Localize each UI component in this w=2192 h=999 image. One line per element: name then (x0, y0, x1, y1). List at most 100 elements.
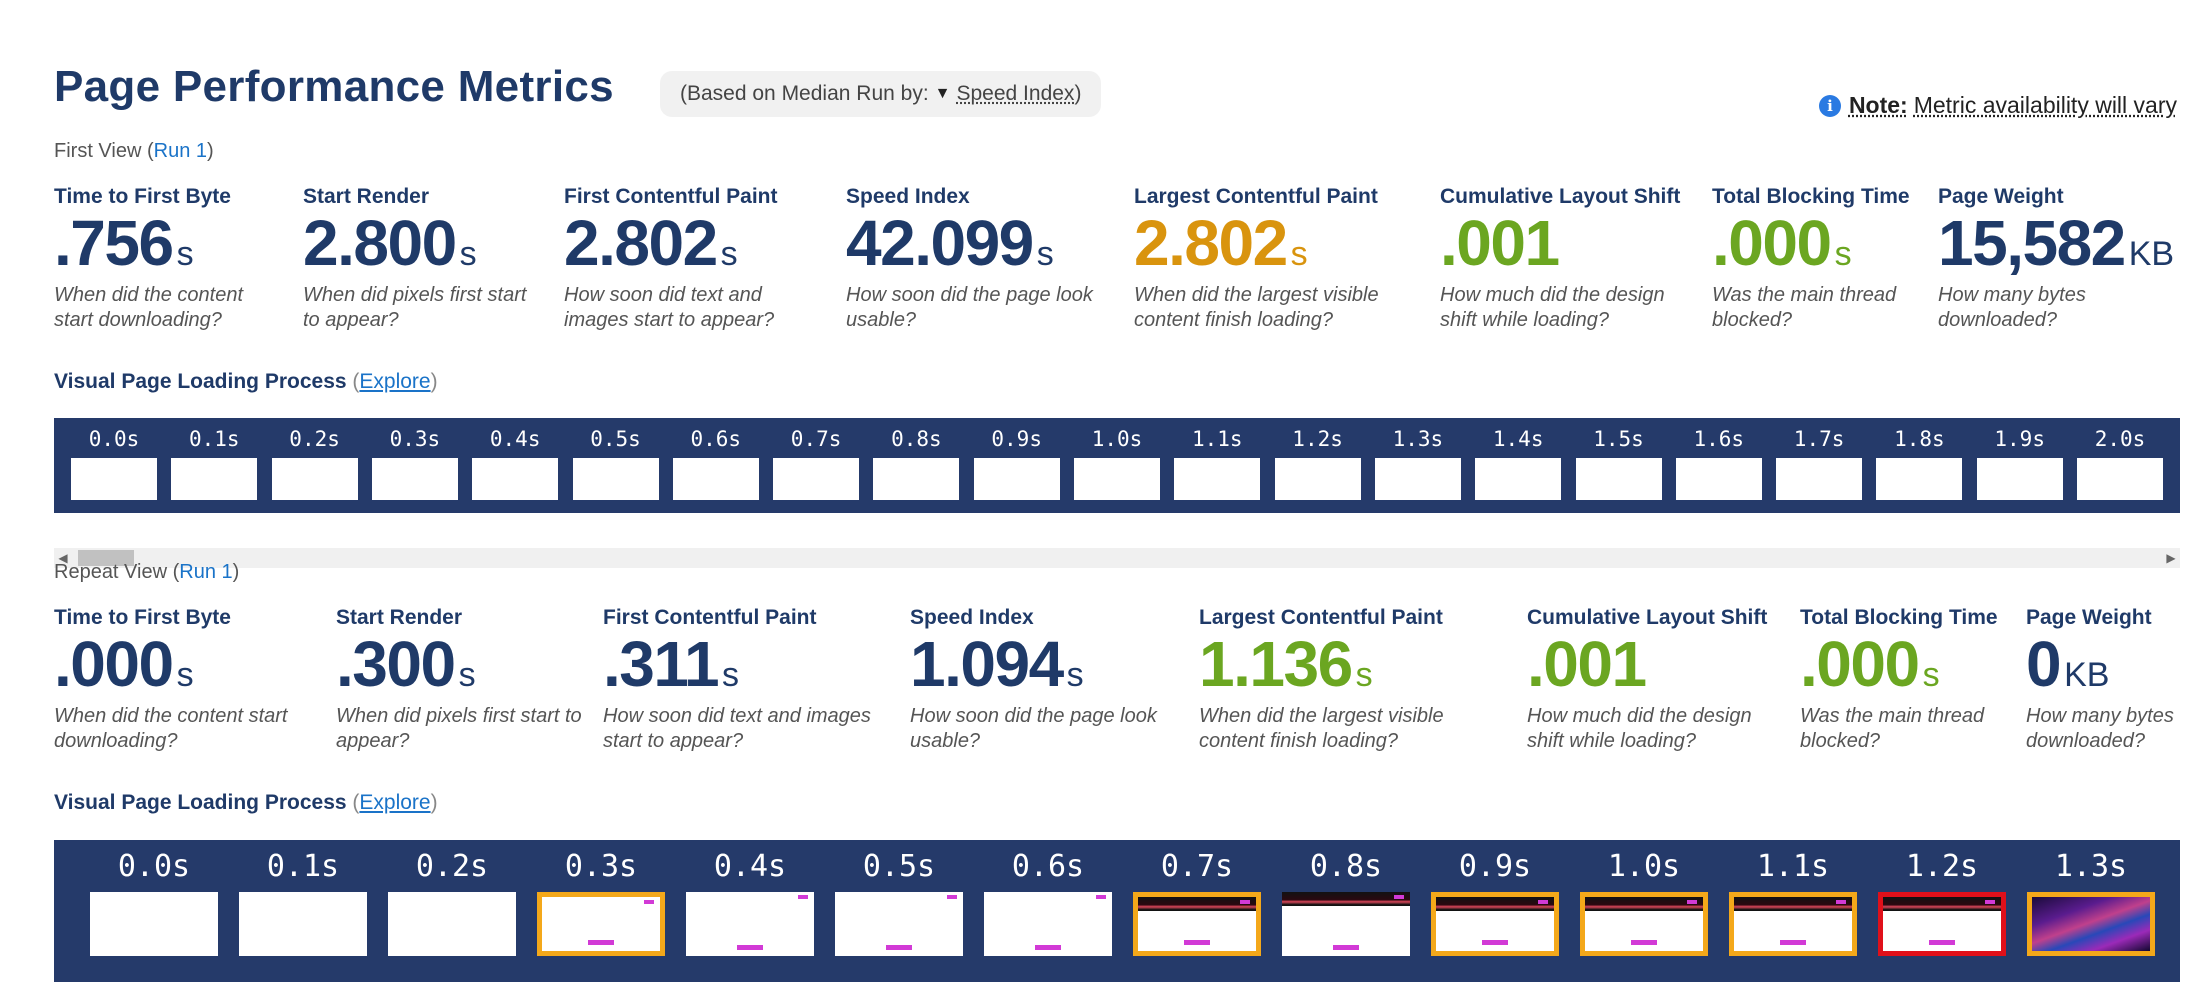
first-view-explore-link[interactable]: Explore (359, 370, 431, 393)
repeat-view-filmstrip[interactable]: 0.0s 0.1s 0.2s 0.3s 0.4s 0.5s 0.6s 0.7s 0.8s 0.9s… (54, 840, 2180, 982)
filmstrip-frame[interactable]: 0.6s (668, 418, 764, 500)
filmstrip-frame[interactable]: 0.9s (1425, 840, 1565, 956)
filmstrip-frame[interactable]: 0.1s (166, 418, 262, 500)
frame-thumbnail[interactable] (1575, 458, 1662, 500)
scroll-right-icon[interactable]: ▶ (2166, 551, 2176, 565)
frame-thumbnail[interactable] (239, 892, 367, 956)
filmstrip-frame[interactable]: 0.7s (768, 418, 864, 500)
first-view-filmstrip[interactable]: 0.0s 0.1s 0.2s 0.3s 0.4s 0.5s 0.6s 0.7s 0.8s 0.9s… (54, 418, 2180, 513)
frame-thumbnail[interactable] (1074, 458, 1160, 500)
frame-thumbnail[interactable] (773, 458, 860, 500)
frame-thumbnail[interactable] (90, 892, 218, 956)
frame-thumbnail[interactable] (388, 892, 516, 956)
frame-thumbnail[interactable] (1776, 458, 1863, 500)
metric-value: .001 (1440, 207, 1560, 279)
filmstrip-frame[interactable]: 1.4s (1470, 418, 1566, 500)
frame-thumbnail[interactable] (371, 458, 458, 500)
repeat-view-explore-link[interactable]: Explore (359, 791, 431, 814)
filmstrip-frame[interactable]: 1.0s (1574, 840, 1714, 956)
filmstrip-frame[interactable]: 0.4s (467, 418, 563, 500)
metric-value-row: 2.800 s (303, 211, 533, 275)
filmstrip-frame[interactable]: 1.1s (1169, 418, 1265, 500)
frame-thumbnail[interactable] (1580, 892, 1708, 956)
filmstrip-frame[interactable]: 1.1s (1723, 840, 1863, 956)
frame-thumbnail[interactable] (1431, 892, 1559, 956)
metric-value-row: 15,582 KB (1938, 211, 2178, 275)
filmstrip-frame[interactable]: 0.2s (382, 840, 522, 956)
filmstrip-frame[interactable]: 0.6s (978, 840, 1118, 956)
scrollbar-thumb[interactable] (78, 550, 134, 566)
filmstrip-frame[interactable]: 0.8s (868, 418, 964, 500)
frame-thumbnail[interactable] (1729, 892, 1857, 956)
caret-down-icon[interactable]: ▼ (934, 85, 951, 102)
filmstrip-frame[interactable]: 1.2s (1872, 840, 2012, 956)
frame-thumbnail[interactable] (2077, 458, 2163, 500)
filmstrip-frame[interactable]: 0.3s (367, 418, 463, 500)
metric-card: Cumulative Layout Shift .001 How much did … (1527, 606, 1787, 754)
filmstrip-frame[interactable]: 1.8s (1871, 418, 1967, 500)
filmstrip-frame[interactable]: 0.5s (568, 418, 664, 500)
metric-description: How soon did the page look usable? (846, 284, 1093, 331)
filmstrip-frame[interactable]: 0.1s (233, 840, 373, 956)
filmstrip-scrollbar[interactable]: ◀ ▶ (54, 548, 2180, 568)
filmstrip-frame[interactable]: 0.2s (267, 418, 363, 500)
metric-card: Speed Index 1.094 s How soon did the page l… (910, 606, 1180, 754)
filmstrip-frame[interactable]: 1.3s (1370, 418, 1466, 500)
frame-thumbnail[interactable] (1374, 458, 1461, 500)
filmstrip-frame[interactable]: 1.0s (1069, 418, 1165, 500)
frame-time: 1.7s (1793, 427, 1845, 451)
metric-value: 0 (2026, 628, 2062, 700)
filmstrip-frame[interactable]: 1.9s (1972, 418, 2068, 500)
metric-value: 2.800 (303, 207, 457, 279)
frame-thumbnail[interactable] (1133, 892, 1261, 956)
frame-thumbnail[interactable] (672, 458, 759, 500)
frame-thumbnail[interactable] (572, 458, 659, 500)
frame-thumbnail[interactable] (1282, 892, 1410, 956)
frame-thumbnail[interactable] (835, 892, 963, 956)
filmstrip-frame[interactable]: 0.7s (1127, 840, 1267, 956)
filmstrip-frame[interactable]: 0.8s (1276, 840, 1416, 956)
metric-label: Total Blocking Time (1712, 185, 1910, 208)
metric-value: .001 (1527, 628, 1647, 700)
frame-thumbnail[interactable] (537, 892, 665, 956)
metric-description: How many bytes downloaded? (2026, 705, 2174, 752)
metric-availability-note[interactable]: i Note: Metric availability will vary (1818, 92, 2177, 119)
metric-card: Largest Contentful Paint 2.802 s When did t… (1134, 185, 1404, 333)
filmstrip-frame[interactable]: 1.7s (1771, 418, 1867, 500)
frame-thumbnail[interactable] (271, 458, 358, 500)
filmstrip-frame[interactable]: 0.0s (84, 840, 224, 956)
first-view-run-link[interactable]: Run 1 (153, 140, 208, 162)
frame-thumbnail[interactable] (2027, 892, 2155, 956)
frame-thumbnail[interactable] (973, 458, 1060, 500)
filmstrip-frame[interactable]: 1.5s (1571, 418, 1667, 500)
frame-thumbnail[interactable] (1475, 458, 1562, 500)
frame-thumbnail[interactable] (71, 458, 157, 500)
frame-time: 1.6s (1693, 427, 1745, 451)
filmstrip-frame[interactable]: 0.5s (829, 840, 969, 956)
frame-thumbnail[interactable] (1174, 458, 1261, 500)
filmstrip-frame[interactable]: 1.2s (1270, 418, 1366, 500)
metric-value: .300 (336, 628, 456, 700)
frame-thumbnail[interactable] (1976, 458, 2063, 500)
frame-thumbnail[interactable] (686, 892, 814, 956)
filmstrip-frame[interactable]: 1.3s (2021, 840, 2161, 956)
filmstrip-frame[interactable]: 0.9s (969, 418, 1065, 500)
frame-thumbnail[interactable] (1878, 892, 2006, 956)
frame-thumbnail[interactable] (171, 458, 258, 500)
frame-thumbnail[interactable] (984, 892, 1112, 956)
frame-thumbnail[interactable] (1274, 458, 1361, 500)
filmstrip-frame[interactable]: 0.0s (66, 418, 162, 500)
filmstrip-frame[interactable]: 2.0s (2072, 418, 2168, 500)
frame-thumbnail[interactable] (1675, 458, 1762, 500)
filmstrip-frame[interactable]: 1.6s (1671, 418, 1767, 500)
frame-time: 1.0s (1091, 427, 1143, 451)
frame-thumbnail[interactable] (1876, 458, 1963, 500)
frame-thumbnail[interactable] (472, 458, 559, 500)
scroll-left-icon[interactable]: ◀ (58, 551, 68, 565)
metric-card: Time to First Byte .756 s When did the cont… (54, 185, 284, 333)
frame-thumbnail[interactable] (873, 458, 960, 500)
filmstrip-frame[interactable]: 0.3s (531, 840, 671, 956)
median-metric-link[interactable]: Speed Index (956, 82, 1075, 105)
repeat-view-run-link[interactable]: Run 1 (179, 561, 233, 583)
filmstrip-frame[interactable]: 0.4s (680, 840, 820, 956)
